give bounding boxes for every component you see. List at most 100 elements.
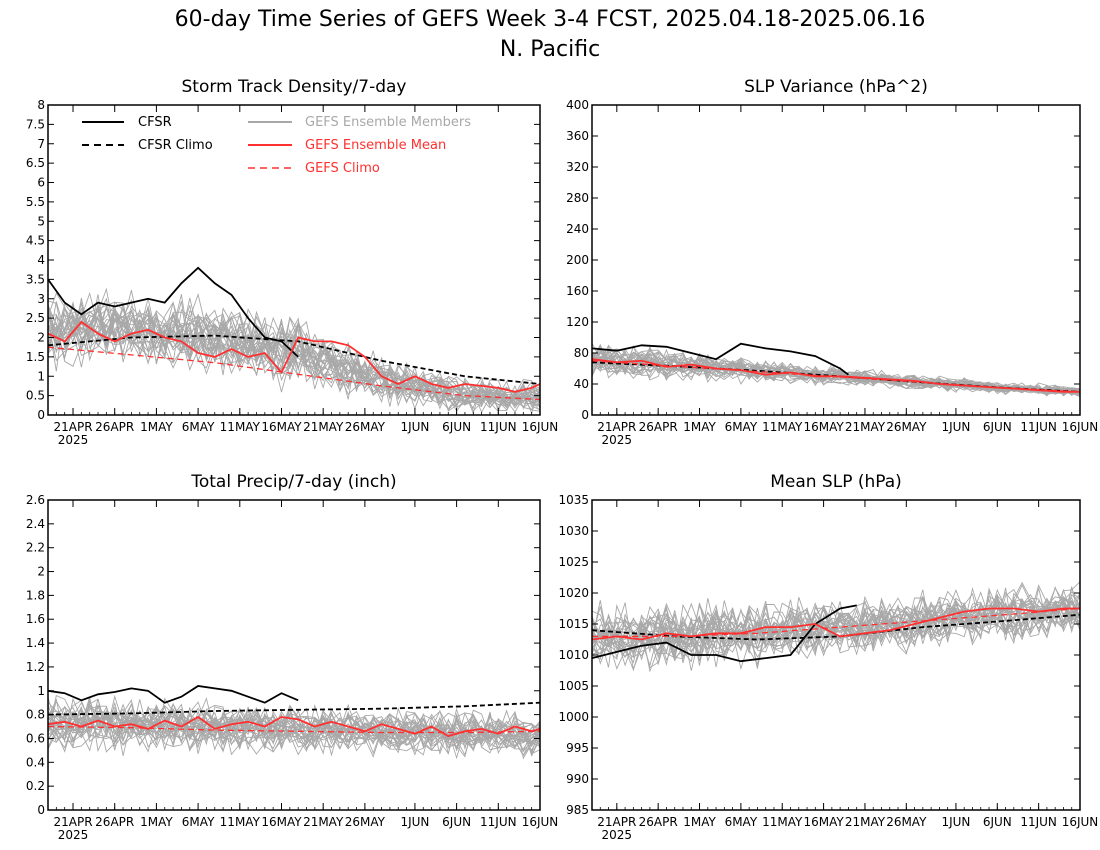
x-tick-label: 11MAY <box>762 815 803 829</box>
y-tick-label: 1005 <box>558 679 589 693</box>
y-tick-label: 995 <box>566 741 589 755</box>
series-line-gefs-ensemble-mean <box>47 320 541 393</box>
y-tick-label: 1 <box>37 684 45 698</box>
y-tick-label: 1000 <box>558 710 589 724</box>
y-tick-label: 400 <box>566 98 589 112</box>
ensemble-member-line <box>591 586 1081 663</box>
x-tick-label: 6MAY <box>725 420 758 434</box>
y-tick-label: 160 <box>566 284 589 298</box>
ensemble-members <box>591 581 1081 673</box>
x-tick-label: 21MAY <box>303 815 344 829</box>
x-tick-label: 1JUN <box>400 420 429 434</box>
series-line-gefs-climo <box>47 346 541 401</box>
x-tick-label: 16JUN <box>1062 815 1099 829</box>
series-line-gefs-ensemble-mean <box>591 607 1080 641</box>
series-line-cfsr-climo <box>47 334 541 385</box>
panel-mean-slp: Mean SLP (hPa) 985 990 995 1000 1005 1010 1015 1… <box>558 472 1098 842</box>
y-tick-label: 985 <box>566 803 589 817</box>
ensemble-member-line <box>591 595 1081 662</box>
y-tick-label: 1 <box>37 369 45 383</box>
y-tick-label: 0.2 <box>26 779 45 793</box>
x-tick-label: 1MAY <box>683 815 716 829</box>
y-tick-label: 0.4 <box>26 755 45 769</box>
y-tick-label: 2.5 <box>26 311 45 325</box>
x-tick-label: 21APR <box>53 815 92 829</box>
ensemble-member-line <box>47 705 541 755</box>
x-tick-label: 26APR <box>639 815 678 829</box>
y-tick-label: 0 <box>37 803 45 817</box>
y-tick-label: 1020 <box>558 586 589 600</box>
y-tick-label: 1010 <box>558 648 589 662</box>
y-tick-label: 1.4 <box>26 636 45 650</box>
x-year-label: 2025 <box>602 828 633 842</box>
y-tick-label: 1030 <box>558 524 589 538</box>
ensemble-member-line <box>47 698 541 758</box>
legend-label-gefs-climo: GEFS Climo <box>305 161 380 176</box>
x-tick-label: 11MAY <box>220 420 261 434</box>
legend-label-cfsr-climo: CFSR Climo <box>138 138 213 153</box>
x-year-label: 2025 <box>602 433 633 447</box>
x-tick-label: 6JUN <box>983 815 1012 829</box>
x-tick-label: 21MAY <box>845 420 886 434</box>
y-tick-label: 1035 <box>558 493 589 507</box>
x-tick-label: 26MAY <box>345 420 386 434</box>
ensemble-member-line <box>591 588 1081 668</box>
panel-title: SLP Variance (hPa^2) <box>744 77 928 97</box>
y-tick-label: 2 <box>37 331 45 345</box>
ensemble-member-line <box>47 306 541 413</box>
x-tick-label: 26MAY <box>886 420 927 434</box>
y-tick-label: 2 <box>37 565 45 579</box>
x-tick-label: 16JUN <box>1062 420 1099 434</box>
y-tick-label: 320 <box>566 160 589 174</box>
ensemble-member-line <box>47 294 541 409</box>
ensemble-member-line <box>591 351 1081 395</box>
x-tick-label: 1MAY <box>140 420 173 434</box>
x-tick-label: 6JUN <box>442 815 471 829</box>
x-tick-label: 1MAY <box>140 815 173 829</box>
ensemble-member-line <box>47 289 541 413</box>
y-tick-label: 0 <box>37 408 45 422</box>
x-tick-label: 21MAY <box>845 815 886 829</box>
series-line-gefs-climo <box>591 360 1081 393</box>
ensemble-member-line <box>591 352 1081 397</box>
legend: CFSR CFSR Climo GEFS Ensemble Members GE… <box>82 115 471 176</box>
panel-total-precip: Total Precip/7-day (inch)00.20.40.60.811… <box>26 472 558 842</box>
ensemble-members <box>47 694 541 760</box>
panel-title: Mean SLP (hPa) <box>770 472 902 492</box>
y-tick-label: 1025 <box>558 555 589 569</box>
ensemble-member-line <box>591 581 1081 654</box>
ensemble-member-line <box>47 307 541 412</box>
series-line-cfsr-climo <box>47 701 541 716</box>
y-tick-label: 7.5 <box>26 117 45 131</box>
ensemble-member-line <box>591 587 1081 664</box>
y-tick-label: 0.5 <box>26 389 45 403</box>
panel-storm-track-density: Storm Track Density/7-day 0 0.5 1 1.5 2 2.5 3 3.… <box>26 77 558 447</box>
x-tick-label: 1MAY <box>683 420 716 434</box>
x-tick-label: 16MAY <box>803 420 844 434</box>
x-tick-label: 1JUN <box>941 815 970 829</box>
y-tick-label: 0 <box>581 408 589 422</box>
y-tick-label: 120 <box>566 315 589 329</box>
y-tick-label: 1.8 <box>26 588 45 602</box>
x-tick-label: 6JUN <box>983 420 1012 434</box>
legend-label-ens-mean: GEFS Ensemble Mean <box>305 138 446 153</box>
panel-title: Total Precip/7-day (inch) <box>190 472 396 492</box>
ensemble-member-line <box>47 307 541 411</box>
y-tick-label: 8 <box>37 98 45 112</box>
x-tick-label: 11MAY <box>762 420 803 434</box>
y-tick-label: 3 <box>37 292 45 306</box>
y-tick-label: 6 <box>37 176 45 190</box>
y-tick-label: 360 <box>566 129 589 143</box>
series-line-gefs-ensemble-mean <box>47 715 541 738</box>
x-tick-label: 21APR <box>597 420 636 434</box>
ensemble-member-line <box>47 302 541 411</box>
x-tick-label: 11JUN <box>480 815 517 829</box>
y-tick-label: 5 <box>37 214 45 228</box>
x-tick-label: 16MAY <box>261 815 302 829</box>
y-tick-label: 200 <box>566 253 589 267</box>
ensemble-member-line <box>591 590 1081 658</box>
y-tick-label: 4.5 <box>26 234 45 248</box>
figure-title: 60-day Time Series of GEFS Week 3-4 FCST… <box>175 7 926 32</box>
ensemble-member-line <box>591 356 1081 398</box>
